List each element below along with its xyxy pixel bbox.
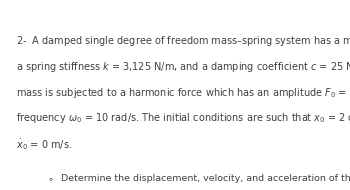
Text: Determine the displacement, velocity, and acceleration of the mass after: Determine the displacement, velocity, an… [61,174,350,183]
Text: $\dot{x}_0$ = 0 m/s.: $\dot{x}_0$ = 0 m/s. [16,137,72,152]
Text: mass is subjected to a harmonic force which has an amplitude $F_0$ = 20 N and: mass is subjected to a harmonic force wh… [16,86,350,100]
Text: 2-  A damped single degree of freedom mass–spring system has a mass $m$ = 5 kg,: 2- A damped single degree of freedom mas… [16,34,350,48]
Text: frequency $\omega_0$ = 10 rad/s. The initial conditions are such that $x_0$ = 2 : frequency $\omega_0$ = 10 rad/s. The ini… [16,111,350,125]
Text: $\circ$: $\circ$ [47,174,54,183]
Text: a spring stiffness $k$ = 3,125 N/m, and a damping coefficient $c$ = 25 N. s/m. T: a spring stiffness $k$ = 3,125 N/m, and … [16,60,350,74]
